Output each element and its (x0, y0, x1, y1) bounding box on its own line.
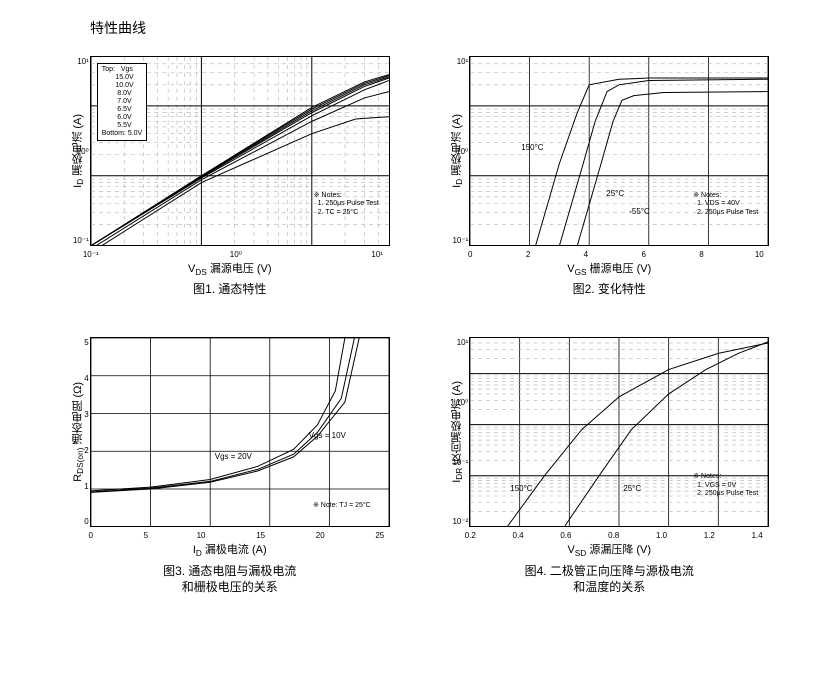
ytick: 3 (84, 410, 88, 419)
figure-3: RDS(on) 通态电阻 (Ω) ※ Note: TJ = 25°C 05101… (60, 337, 400, 595)
fig4-xlabel: VSD 源漏压降 (V) (567, 541, 651, 558)
ytick: 10¹ (77, 57, 89, 66)
ytick: 10⁻² (452, 517, 468, 526)
fig2-xticks: 0 2 4 6 8 10 (470, 250, 768, 259)
fig4-caption: 图4. 二极管正向压降与源极电流和温度的关系 (525, 563, 694, 595)
fig3-plot: ※ Note: TJ = 25°C 0510152025 543210 Vgs … (90, 337, 390, 527)
xtick: 0 (468, 250, 472, 259)
xtick: 0.8 (608, 531, 619, 540)
fig3-notes: ※ Note: TJ = 25°C (313, 502, 371, 510)
fig1-notes: ※ Notes: 1. 250μs Pulse Test 2. TC = 25°… (314, 192, 379, 217)
annotation: Vgs = 10V (309, 431, 346, 440)
fig4-plot: ※ Notes: 1. VGS = 0V 2. 250μs Pulse Test… (469, 337, 769, 527)
fig4-notes: ※ Notes: 1. VGS = 0V 2. 250μs Pulse Test (693, 473, 758, 498)
xtick: 20 (316, 531, 325, 540)
ytick: 4 (84, 374, 88, 383)
ytick: 10⁰ (456, 398, 468, 407)
annotation: -55°C (629, 207, 650, 216)
ytick: 10⁰ (77, 147, 89, 156)
ytick: 2 (84, 446, 88, 455)
fig1-yticks: 10¹ 10⁰ 10⁻¹ (73, 57, 89, 245)
xtick: 8 (699, 250, 703, 259)
ytick: 5 (84, 338, 88, 347)
fig2-plot: ※ Notes: 1. VDS = 40V 2. 250μs Pulse Tes… (469, 56, 769, 246)
xtick: 5 (144, 531, 148, 540)
xtick: 1.4 (752, 531, 763, 540)
ytick: 10¹ (457, 338, 469, 347)
xtick: 2 (526, 250, 530, 259)
xtick: 10¹ (371, 250, 383, 259)
annotation: 25°C (623, 484, 641, 493)
fig4-xticks: 0.20.40.60.81.01.21.4 (470, 531, 768, 540)
fig1-xticks: 10⁻¹10⁰10¹ (91, 250, 389, 259)
annotation: Vgs = 20V (215, 452, 252, 461)
xtick: 0 (89, 531, 93, 540)
xtick: 0.2 (465, 531, 476, 540)
figure-2: ID 漏极电流 (A) ※ Notes: 1. VDS = 40V 2. 250… (440, 56, 780, 297)
fig2-yticks: 10¹ 10⁰ 10⁻¹ (452, 57, 468, 245)
fig4-yticks: 10¹ 10⁰ 10⁻¹ 10⁻² (452, 338, 468, 526)
chart-grid: ID 漏极电流 (A) Top: Vgs 15.0V 10.0V 8.0V 7.… (20, 56, 819, 595)
fig1-plot: Top: Vgs 15.0V 10.0V 8.0V 7.0V 6.5V 6.0V… (90, 56, 390, 246)
xtick: 10⁰ (230, 250, 242, 259)
xtick: 0.4 (513, 531, 524, 540)
figure-1: ID 漏极电流 (A) Top: Vgs 15.0V 10.0V 8.0V 7.… (60, 56, 400, 297)
xtick: 10 (755, 250, 764, 259)
ytick: 0 (84, 517, 88, 526)
fig1-caption: 图1. 通态特性 (193, 281, 266, 297)
figure-4: IDR 反向漏极电流 (A) ※ Notes: 1. VGS = 0V 2. 2… (440, 337, 780, 595)
ytick: 10⁻¹ (452, 458, 468, 467)
annotation: 150°C (510, 484, 532, 493)
xtick: 10 (197, 531, 206, 540)
fig2-xlabel: VGS 栅源电压 (V) (567, 260, 651, 277)
xtick: 4 (584, 250, 588, 259)
fig1-xlabel: VDS 漏源电压 (V) (188, 260, 272, 277)
fig3-yticks: 5 4 3 2 1 0 (73, 338, 89, 526)
section-title: 特性曲线 (90, 18, 819, 38)
ytick: 10⁰ (456, 147, 468, 156)
annotation: 150°C (521, 143, 543, 152)
ytick: 10¹ (457, 57, 469, 66)
ytick: 10⁻¹ (452, 236, 468, 245)
fig1-legend: Top: Vgs 15.0V 10.0V 8.0V 7.0V 6.5V 6.0V… (97, 63, 147, 141)
xtick: 1.0 (656, 531, 667, 540)
fig2-notes: ※ Notes: 1. VDS = 40V 2. 250μs Pulse Tes… (693, 192, 758, 217)
fig3-xlabel: ID 漏极电流 (A) (193, 541, 267, 558)
ytick: 1 (84, 482, 88, 491)
xtick: 0.6 (560, 531, 571, 540)
fig3-caption: 图3. 通态电阻与漏极电流和栅极电压的关系 (163, 563, 296, 595)
fig2-caption: 图2. 变化特性 (573, 281, 646, 297)
xtick: 1.2 (704, 531, 715, 540)
ytick: 10⁻¹ (73, 236, 89, 245)
xtick: 25 (375, 531, 384, 540)
xtick: 15 (256, 531, 265, 540)
annotation: 25°C (606, 189, 624, 198)
xtick: 10⁻¹ (83, 250, 99, 259)
xtick: 6 (641, 250, 645, 259)
fig3-xticks: 0 5 10 15 20 25 (91, 531, 389, 540)
